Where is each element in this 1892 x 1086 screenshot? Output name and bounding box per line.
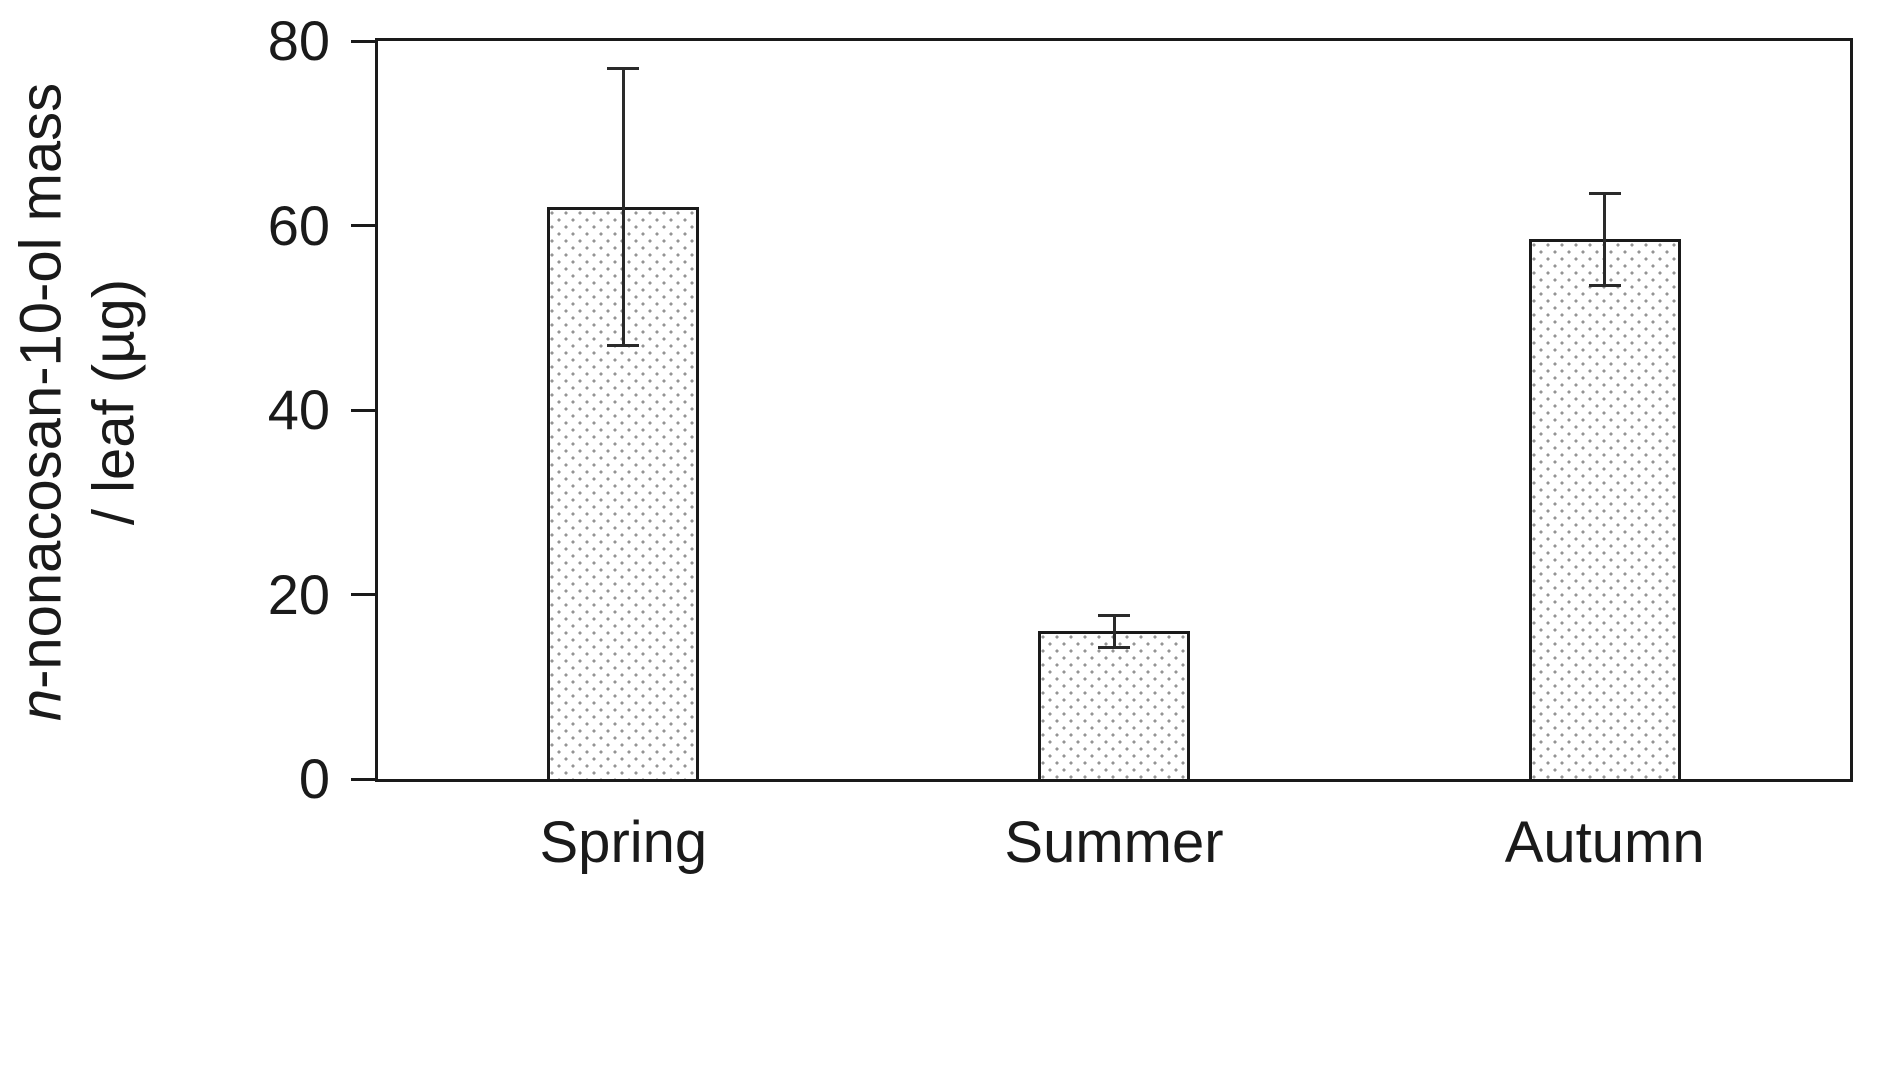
error-bar-line-spring — [621, 68, 625, 346]
y-tick-label-40: 40 — [267, 378, 330, 441]
x-category-label-summer: Summer — [1004, 810, 1224, 875]
bar-summer — [1038, 631, 1190, 779]
y-tick-mark — [351, 593, 375, 596]
x-category-label-autumn: Autumn — [1504, 810, 1705, 875]
y-tick-mark — [351, 777, 375, 781]
y-axis-title-line-2: / leaf (µg) — [81, 278, 146, 526]
error-bar-cap-bottom-spring — [607, 343, 640, 347]
error-bar-cap-bottom-autumn — [1588, 283, 1621, 287]
y-tick-mark — [351, 39, 375, 43]
x-category-label-spring: Spring — [539, 810, 708, 875]
y-axis-title-line-1-rest: -nonacosan-10-ol mass — [8, 82, 74, 689]
y-axis-title-line-1: n-nonacosan-10-ol mass — [6, 83, 79, 721]
y-tick-mark — [351, 224, 375, 227]
y-axis-title-italic-n: n — [8, 688, 74, 722]
error-bar-cap-top-autumn — [1588, 191, 1621, 195]
bar-autumn — [1528, 239, 1681, 779]
y-axis-title: n-nonacosan-10-ol mass / leaf (µg) — [6, 83, 151, 721]
error-bar-cap-top-spring — [607, 67, 640, 71]
plot-area — [375, 38, 1853, 782]
y-tick-label-60: 60 — [267, 193, 330, 257]
y-tick-label-0: 0 — [298, 747, 330, 810]
y-tick-label-80: 80 — [267, 9, 330, 72]
error-bar-line-autumn — [1603, 193, 1607, 286]
error-bar-cap-bottom-summer — [1098, 645, 1130, 649]
error-bar-line-summer — [1112, 615, 1116, 648]
y-tick-label-20: 20 — [267, 562, 330, 626]
y-tick-mark — [351, 408, 375, 412]
error-bar-cap-top-summer — [1098, 614, 1130, 618]
